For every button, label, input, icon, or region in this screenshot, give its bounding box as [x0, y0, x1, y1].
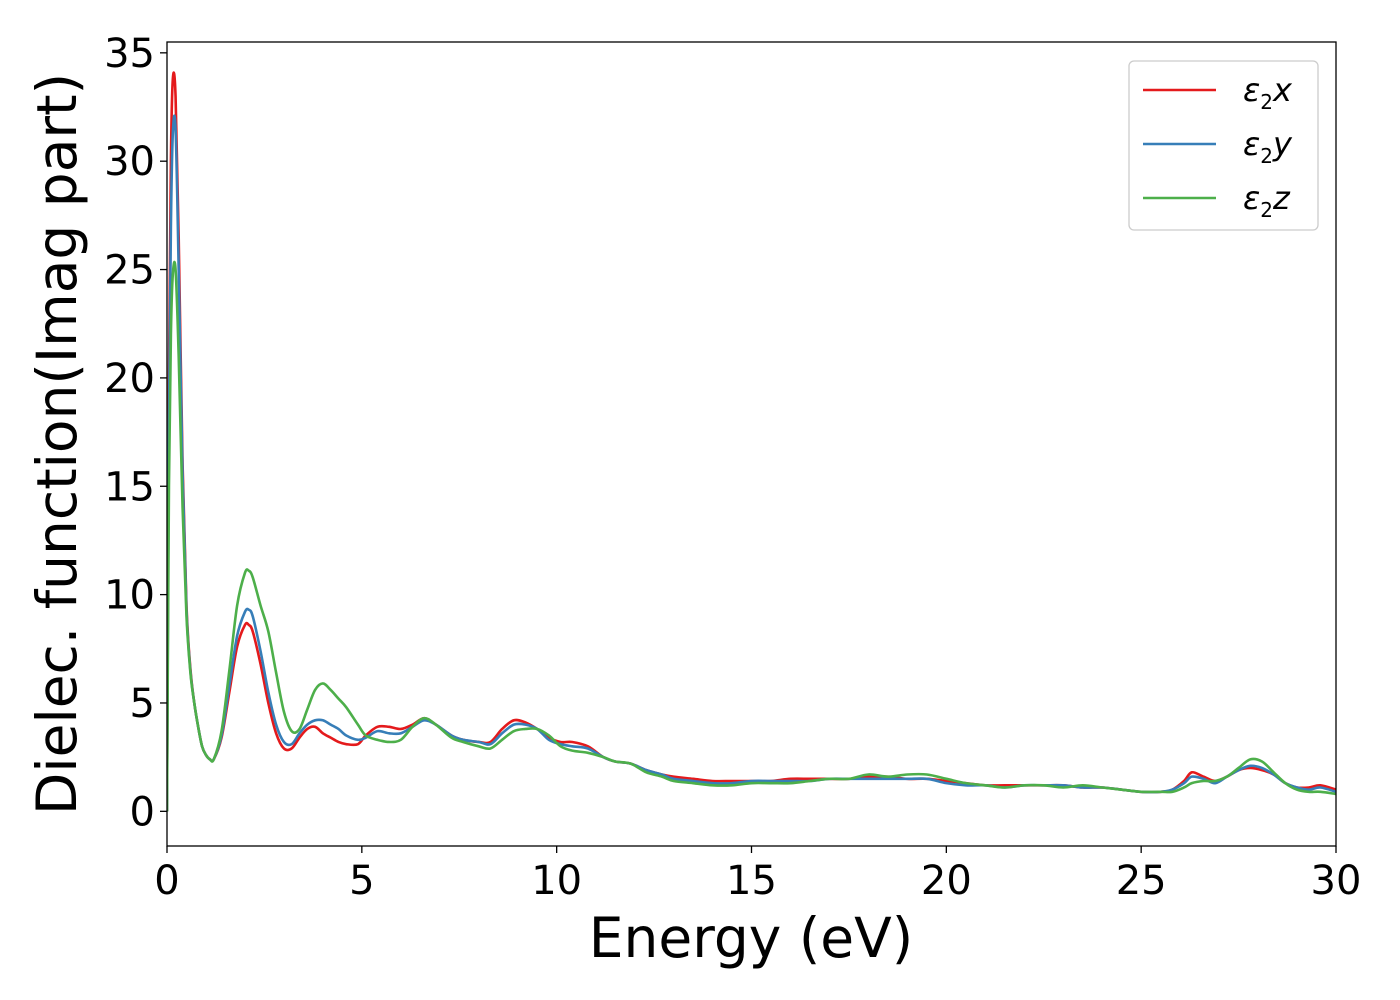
y-tick-label: 35 [104, 31, 155, 77]
legend-label-y: ε2y [1243, 125, 1293, 168]
legend-tail: y [1272, 125, 1293, 163]
legend-base: ε [1243, 71, 1260, 109]
y-tick-label: 5 [130, 681, 155, 727]
legend-base: ε [1243, 179, 1260, 217]
y-tick-label: 15 [104, 464, 155, 510]
y-tick-label: 0 [130, 789, 155, 835]
x-tick-label: 10 [531, 858, 582, 904]
series-line-z [167, 260, 1336, 812]
y-tick-label: 25 [104, 248, 155, 294]
legend-subscript: 2 [1260, 198, 1273, 222]
y-axis-ticks: 0 5 10 15 20 25 30 35 [104, 31, 167, 835]
y-tick-label: 30 [104, 139, 155, 185]
x-tick-label: 15 [726, 858, 777, 904]
legend-subscript: 2 [1260, 90, 1273, 114]
legend-base: ε [1243, 125, 1260, 163]
legend-label-x: ε2x [1243, 71, 1293, 114]
legend-box [1128, 60, 1319, 231]
series-layer [167, 71, 1336, 812]
legend-label-z: ε2z [1243, 179, 1291, 222]
x-tick-label: 30 [1311, 858, 1362, 904]
x-tick-label: 25 [1116, 858, 1167, 904]
x-tick-label: 5 [349, 858, 374, 904]
y-tick-label: 10 [104, 573, 155, 619]
x-axis-label: Energy (eV) [589, 906, 913, 970]
x-tick-label: 20 [921, 858, 972, 904]
y-axis-label: Dielec. function(Imag part) [25, 73, 89, 815]
legend-tail: z [1272, 179, 1291, 217]
x-axis-ticks: 0 5 10 15 20 25 30 [154, 846, 1361, 904]
y-tick-label: 20 [104, 356, 155, 402]
legend-tail: x [1272, 71, 1293, 109]
legend-subscript: 2 [1260, 144, 1273, 168]
x-tick-label: 0 [154, 858, 179, 904]
